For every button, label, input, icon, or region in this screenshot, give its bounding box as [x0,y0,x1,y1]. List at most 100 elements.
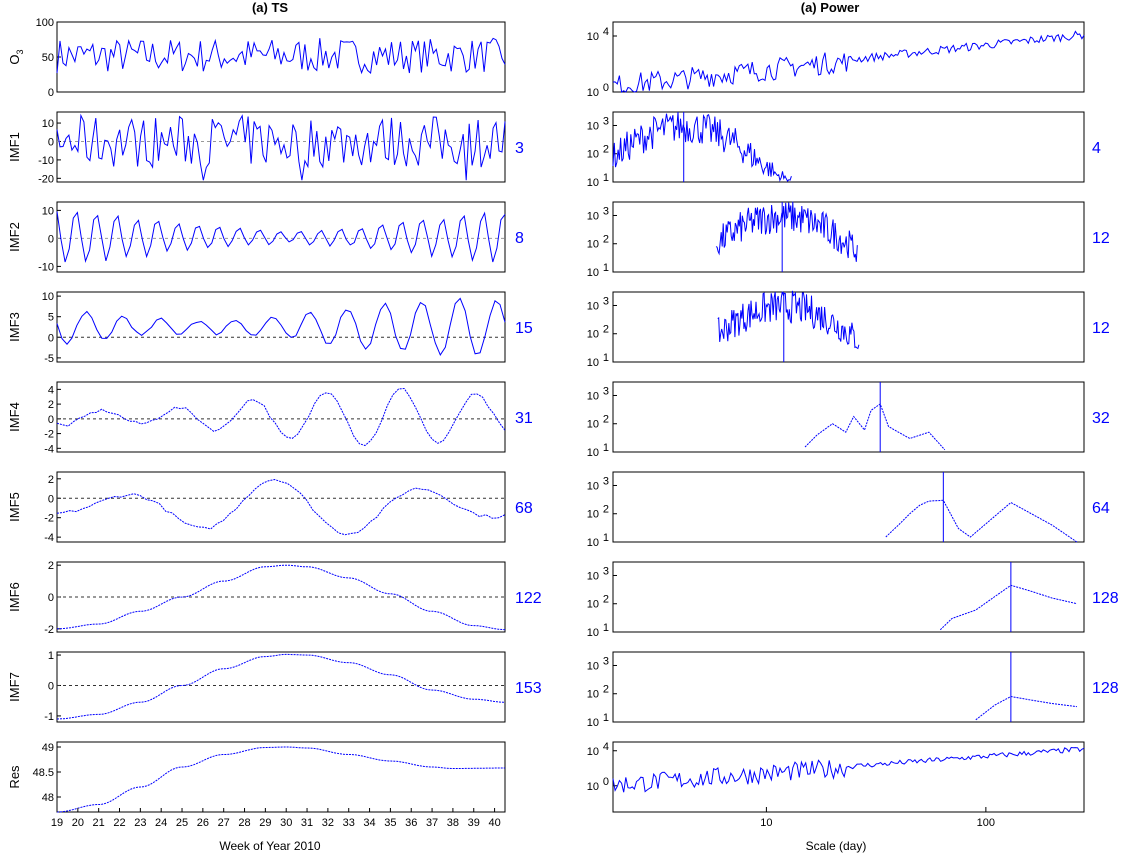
ts-panel-2-series [56,113,506,181]
ts-panel-7-ylabel: IMF6 [7,582,22,612]
power-panel-5-series [804,403,946,451]
ts-xtick-label: 38 [447,817,459,829]
ts-panel-3-period-label: 8 [515,230,524,247]
ts-panel-5-ylabel: IMF4 [7,402,22,432]
ts-xtick-label: 35 [384,817,396,829]
right-column-title: (a) Power [801,0,860,15]
power-panel-3-frame [612,201,1085,273]
power-panel-4-ytick-label: 10 [587,329,599,341]
ts-panel-4-series [56,297,506,356]
ts-xtick-label: 30 [280,817,292,829]
power-panel-2-ytick-exp: 1 [603,172,609,184]
ts-panel-7-ytick-label: 2 [48,560,54,572]
power-panel-6-series [885,499,1078,543]
ts-panel-6-ytick-label: 2 [48,474,54,486]
ts-panel-8-ytick-label: 1 [48,650,54,662]
ts-xtick-label: 21 [93,817,105,829]
ts-panel-1-ytick-label: 100 [36,17,54,29]
power-panel-5-ytick-exp: 1 [603,442,609,454]
power-panel-3-ytick-label: 10 [587,239,599,251]
power-panel-2-ytick-exp: 2 [603,144,609,156]
ts-panel-8-frame [56,651,506,723]
power-panel-5-ytick-label: 10 [587,447,599,459]
ts-panel-8-series [56,653,505,720]
ts-panel-2-ylabel: IMF1 [7,132,22,162]
ts-xtick-label: 29 [259,817,271,829]
ts-panel-5-ytick-label: -2 [44,429,54,441]
ts-panel-9-ylabel: Res [7,765,22,789]
ts-panel-7-period-label: 122 [515,590,542,607]
ts-panel-2-ytick-label: -20 [38,173,54,185]
power-panel-7-series [939,584,1078,631]
ts-panel-5-ytick-label: -4 [44,443,54,455]
power-panel-6-ytick-exp: 1 [603,532,609,544]
power-panel-9-series [612,746,1085,793]
power-panel-3-ytick-exp: 1 [603,262,609,274]
power-panel-4-frame [612,291,1085,363]
power-panel-5-scale-label: 32 [1092,410,1110,427]
power-panel-3-scale-label: 12 [1092,230,1110,247]
ts-panel-4-ytick-label: -5 [44,353,54,365]
ts-xtick-label: 20 [72,817,84,829]
power-panel-8-frame [612,651,1085,723]
power-panel-1-frame [612,21,1085,93]
power-panel-5-ytick-label: 10 [587,390,599,402]
ts-panel-2-ytick-label: -10 [38,155,54,167]
power-panel-2-ytick-label: 10 [587,120,599,132]
power-panel-4-ytick-label: 10 [587,300,599,312]
ts-panel-3-ytick-label: -10 [38,261,54,273]
ts-xtick-label: 19 [51,817,63,829]
power-panel-8-ytick-label: 10 [587,689,599,701]
ts-xtick-label: 26 [197,817,209,829]
ts-panel-1-ylabel: O3 [7,49,25,64]
ts-xtick-label: 36 [405,817,417,829]
left-column-title: (a) TS [252,0,288,15]
ts-panel-6-ytick-label: -4 [44,532,54,544]
power-panel-8-ytick-label: 10 [587,660,599,672]
ts-panel-5-ytick-label: 0 [48,414,54,426]
power-panel-1-ytick-exp: 4 [603,26,609,38]
ts-xtick-label: 33 [343,817,355,829]
power-panel-8-series [975,695,1077,721]
ts-xtick-label: 31 [301,817,313,829]
power-panel-1-ytick-label: 10 [587,87,599,99]
ts-panel-6-period-label: 68 [515,500,533,517]
right-x-axis-label: Scale (day) [806,839,867,853]
ts-panel-7-series [57,564,505,631]
ts-panel-4-ytick-label: 5 [48,312,54,324]
ts-xtick-label: 39 [468,817,480,829]
power-panel-8-ytick-exp: 1 [603,712,609,724]
ts-panel-5-frame [56,381,506,453]
power-panel-2-series [612,111,792,182]
ts-panel-5-period-label: 31 [515,410,533,427]
ts-panel-9-ytick-label: 48.5 [33,767,54,779]
ts-panel-5-ytick-label: 4 [48,384,54,396]
power-panel-9-ytick-exp: 0 [603,776,609,788]
power-panel-6-ytick-label: 10 [587,480,599,492]
ts-panel-8-ytick-label: 0 [48,680,54,692]
power-panel-2-ytick-exp: 3 [603,115,609,127]
ts-panel-1-ytick-label: 0 [48,87,54,99]
ts-xtick-label: 37 [426,817,438,829]
ts-panel-9-ytick-label: 48 [42,792,54,804]
power-panel-6-ytick-exp: 3 [603,475,609,487]
ts-panel-4-ytick-label: 0 [48,332,54,344]
ts-panel-4-frame [56,291,506,363]
ts-xtick-label: 25 [176,817,188,829]
ts-panel-9-series [56,746,505,813]
power-panel-3-ytick-exp: 3 [603,205,609,217]
ts-panel-3-ytick-label: 10 [42,205,54,217]
power-panel-6-ytick-exp: 2 [603,504,609,516]
power-panel-6-scale-label: 64 [1092,500,1110,517]
power-panel-3-ytick-exp: 2 [603,234,609,246]
ts-panel-1-series [56,37,506,75]
power-panel-2-ytick-label: 10 [587,149,599,161]
power-panel-3-ytick-label: 10 [587,210,599,222]
power-panel-8-ytick-exp: 3 [603,655,609,667]
ts-panel-3-ytick-label: 0 [48,233,54,245]
power-panel-7-ytick-label: 10 [587,570,599,582]
power-panel-5-ytick-label: 10 [587,419,599,431]
ts-panel-7-ytick-label: 0 [48,592,54,604]
ts-panel-5-ytick-label: 2 [48,399,54,411]
